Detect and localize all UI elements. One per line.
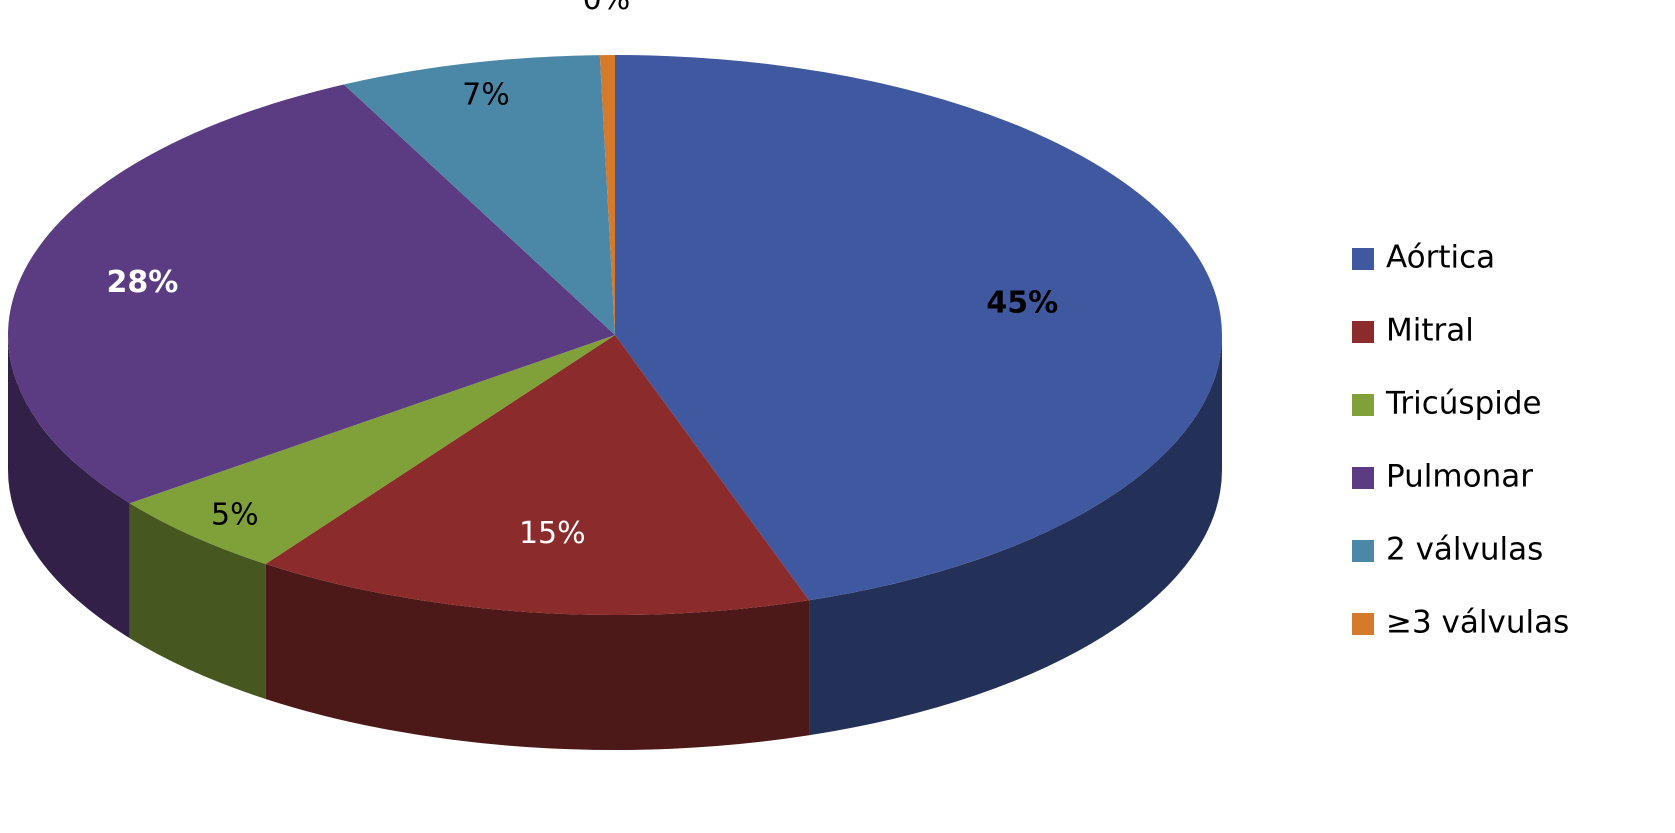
- data-label: 7%: [462, 77, 510, 112]
- slice-side: [129, 503, 266, 699]
- slice: [615, 55, 1222, 601]
- legend-label: Tricúspide: [1385, 386, 1542, 422]
- legend-label: 2 válvulas: [1386, 532, 1543, 568]
- slice: [7, 84, 616, 504]
- slice: [599, 55, 615, 335]
- legend-label: Pulmonar: [1386, 459, 1533, 495]
- slice-side: [809, 335, 1222, 736]
- legend-swatch: [1352, 467, 1374, 489]
- slice-side: [265, 563, 810, 750]
- data-label: 0%: [583, 0, 631, 17]
- data-label: 5%: [211, 497, 259, 532]
- legend-swatch: [1352, 394, 1374, 416]
- legend-swatch: [1352, 613, 1374, 635]
- legend-swatch: [1352, 248, 1374, 270]
- legend-swatch: [1352, 321, 1374, 343]
- legend-label: Aórtica: [1386, 240, 1495, 276]
- data-label: 28%: [106, 265, 178, 300]
- slice: [265, 335, 810, 615]
- data-label: 15%: [519, 516, 586, 551]
- slice: [129, 335, 616, 564]
- legend-swatch: [1352, 540, 1374, 562]
- slice: [343, 55, 615, 336]
- legend-label: Mitral: [1386, 313, 1474, 349]
- legend-label: ≥3 válvulas: [1386, 605, 1569, 641]
- data-label: 45%: [986, 286, 1058, 321]
- slice-side: [8, 335, 130, 639]
